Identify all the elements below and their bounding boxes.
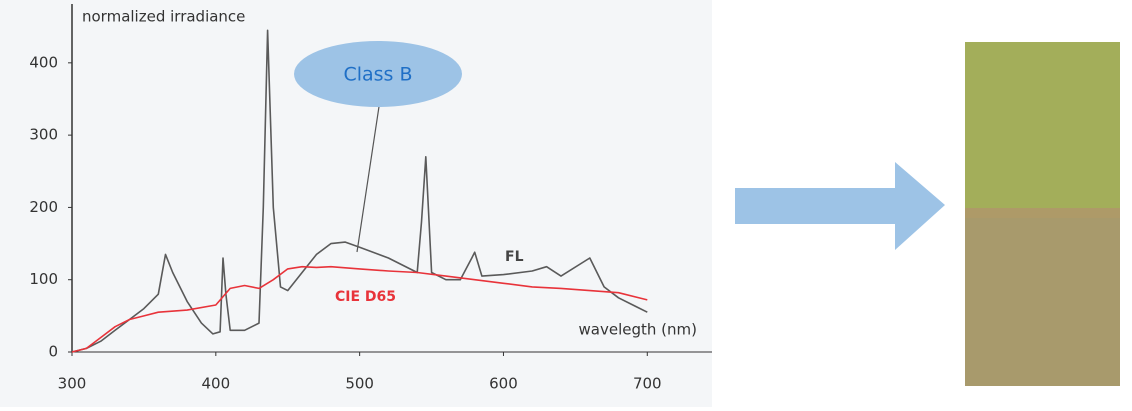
series-label: CIE D65 bbox=[335, 289, 396, 305]
series-label: FL bbox=[505, 249, 524, 265]
annotation: Class B bbox=[343, 64, 412, 86]
x-tick-label: 600 bbox=[489, 375, 518, 393]
x-tick-label: 500 bbox=[345, 375, 374, 393]
x-tick-label: 400 bbox=[201, 375, 230, 393]
color-patch-border bbox=[965, 208, 1120, 218]
x-tick-label: 300 bbox=[58, 375, 87, 393]
color-patch-bottom bbox=[965, 212, 1120, 386]
page: normalized irradiance wavelegth (nm) Cla… bbox=[0, 0, 1132, 407]
y-tick-label: 100 bbox=[29, 270, 58, 288]
color-patch-top bbox=[965, 42, 1120, 214]
y-tick-label: 200 bbox=[29, 198, 58, 216]
figure: normalized irradiance wavelegth (nm) Cla… bbox=[0, 0, 1132, 407]
y-tick-label: 300 bbox=[29, 126, 58, 144]
y-tick-label: 400 bbox=[29, 53, 58, 71]
x-tick-label: 700 bbox=[633, 375, 662, 393]
arrow bbox=[735, 162, 945, 250]
y-axis-label: normalized irradiance bbox=[82, 8, 245, 26]
x-axis-label: wavelegth (nm) bbox=[579, 321, 697, 339]
y-tick-label: 0 bbox=[48, 343, 58, 361]
